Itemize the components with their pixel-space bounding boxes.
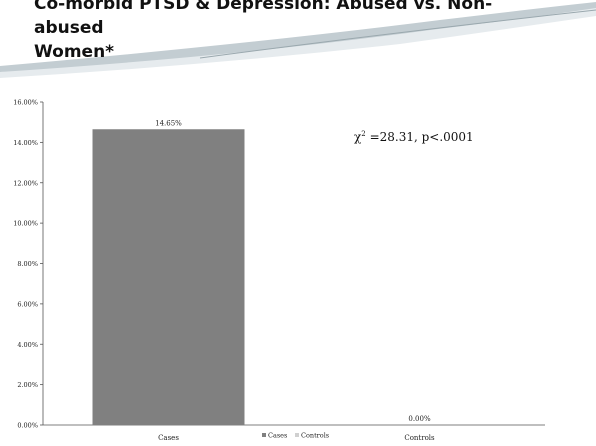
data-label: 0.00% (408, 415, 431, 423)
y-tick-label: 0.00% (17, 422, 38, 430)
data-label-group: 14.65% 0.00% (155, 119, 431, 423)
y-tick-group: 0.00% 2.00% 4.00% 6.00% 8.00% 10.00% 12.00% 14.… (13, 99, 43, 430)
chi-superscript: 2 (361, 130, 366, 138)
legend-label: Controls (301, 432, 329, 440)
slide-header: Co-morbid PTSD & Depression: Abused vs. … (0, 0, 596, 78)
header-swoosh-graphic (0, 2, 596, 78)
y-tick-label: 8.00% (17, 260, 38, 268)
slide-title: Co-morbid PTSD & Depression: Abused vs. … (34, 0, 493, 62)
bar-cases (92, 129, 245, 426)
chart-legend: Cases Controls (262, 432, 329, 440)
y-tick-label: 12.00% (13, 179, 38, 187)
chi-square-text: =28.31, p<.0001 (365, 130, 474, 144)
y-tick-label: 4.00% (17, 341, 38, 349)
data-label: 14.65% (155, 119, 182, 127)
category-label: Cases (158, 434, 179, 442)
category-label: Controls (404, 434, 435, 442)
header-swoosh-line (199, 9, 596, 59)
y-tick-label: 10.00% (13, 220, 38, 228)
chi-symbol: χ (354, 130, 362, 144)
chi-square-annotation: χ2 =28.31, p<.0001 (354, 130, 474, 144)
category-label-group: Cases Controls (158, 434, 435, 442)
header-swoosh-mid (0, 2, 596, 72)
legend-label: Cases (268, 432, 287, 440)
y-tick-label: 6.00% (17, 300, 38, 308)
y-tick-label: 16.00% (13, 99, 38, 107)
bar-group (92, 129, 245, 426)
y-tick-label: 2.00% (17, 381, 38, 389)
y-tick-label: 14.00% (13, 139, 38, 147)
legend-swatch (295, 433, 299, 437)
legend-swatch (262, 433, 266, 437)
